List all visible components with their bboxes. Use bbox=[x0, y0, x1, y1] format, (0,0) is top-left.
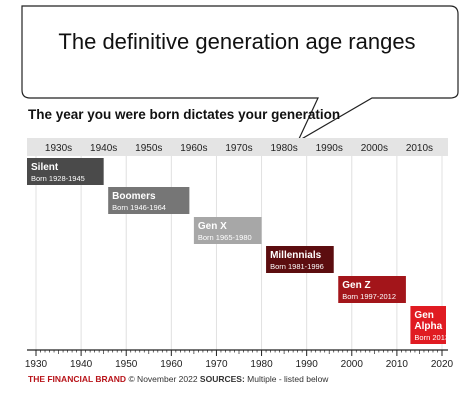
generation-range: Born 1965-1980 bbox=[198, 233, 252, 242]
decade-label: 1970s bbox=[225, 143, 252, 154]
footer-sources-text: Multiple - listed below bbox=[247, 374, 329, 384]
decade-label: 1940s bbox=[90, 143, 117, 154]
speech-bubble bbox=[21, 5, 459, 143]
generation-bar bbox=[410, 306, 446, 344]
generation-range: Born 1981-1996 bbox=[270, 262, 324, 271]
footer: THE FINANCIAL BRAND © November 2022 SOUR… bbox=[28, 374, 328, 384]
x-tick-label: 1990 bbox=[296, 359, 319, 370]
x-tick-label: 1940 bbox=[70, 359, 93, 370]
speech-bubble-outline bbox=[21, 5, 459, 143]
generation-name: Gen Alpha bbox=[414, 310, 442, 332]
x-tick-label: 2010 bbox=[386, 359, 409, 370]
x-tick-label: 1930 bbox=[25, 359, 48, 370]
page-title: The definitive generation age ranges bbox=[58, 29, 416, 54]
generation-bar bbox=[27, 158, 104, 185]
generation-range: Born 1946-1964 bbox=[112, 203, 166, 212]
generation-name: Boomers bbox=[112, 191, 156, 202]
decade-label: 1950s bbox=[135, 143, 162, 154]
generation-name: Silent bbox=[31, 162, 59, 173]
decade-label: 1930s bbox=[45, 143, 72, 154]
generation-name: Millennials bbox=[270, 250, 322, 261]
generation-bar bbox=[108, 187, 190, 214]
decade-label: 1980s bbox=[270, 143, 297, 154]
decade-header-band bbox=[27, 138, 448, 156]
decade-label: 1990s bbox=[316, 143, 343, 154]
x-tick-label: 1980 bbox=[250, 359, 273, 370]
decade-label: 1960s bbox=[180, 143, 207, 154]
x-tick-label: 1960 bbox=[160, 359, 183, 370]
footer-sources-label: SOURCES: bbox=[199, 374, 245, 384]
x-tick-label: 2020 bbox=[431, 359, 454, 370]
x-tick-label: 1970 bbox=[205, 359, 228, 370]
generation-bar bbox=[338, 276, 406, 303]
generation-range: Born 1997-2012 bbox=[342, 292, 396, 301]
x-tick-label: 1950 bbox=[115, 359, 138, 370]
generation-bar bbox=[266, 246, 334, 273]
generation-bar bbox=[193, 217, 262, 244]
chart-subtitle: The year you were born dictates your gen… bbox=[28, 107, 341, 122]
footer-copyright: © November 2022 bbox=[128, 374, 198, 384]
generation-name: Gen Z bbox=[342, 280, 370, 291]
x-tick-label: 2000 bbox=[341, 359, 364, 370]
generation-range: Born 2013+ bbox=[414, 333, 454, 342]
generation-name: Gen X bbox=[198, 221, 227, 232]
decade-label: 2000s bbox=[361, 143, 388, 154]
decade-label: 2010s bbox=[406, 143, 433, 154]
footer-brand: THE FINANCIAL BRAND bbox=[28, 374, 127, 384]
generation-range: Born 1928-1945 bbox=[31, 174, 85, 183]
